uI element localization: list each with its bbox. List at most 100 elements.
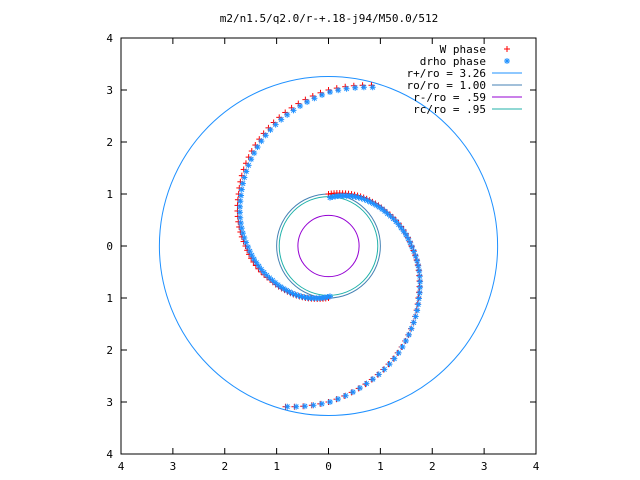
drho-phase-point (311, 95, 318, 102)
drho-phase-point (318, 400, 325, 407)
drho-phase-point (356, 384, 363, 391)
drho-phase-point (262, 132, 269, 139)
drho-phase-point (415, 295, 422, 302)
drho-phase-point (375, 371, 382, 378)
drho-phase-point (327, 398, 333, 405)
drho-phase-point (399, 343, 406, 350)
drho-phase-point (301, 403, 308, 410)
drho-phase-point (363, 380, 370, 387)
drho-phase-point (304, 98, 311, 105)
drho-phase-point (272, 121, 279, 128)
drho-phase-series (236, 84, 424, 410)
drho-phase-point (254, 144, 261, 151)
drho-phase-point (245, 162, 252, 169)
drho-phase-point (258, 138, 265, 145)
drho-phase-point (255, 263, 262, 270)
drho-phase-point (319, 91, 326, 98)
drho-phase-point (417, 284, 424, 291)
drho-phase-point (369, 376, 376, 383)
x-tick-label: 1 (377, 460, 384, 473)
legend-label: drho phase (420, 55, 486, 68)
drho-phase-point (360, 84, 367, 91)
x-tick-label: 3 (170, 460, 177, 473)
drho-phase-point (408, 325, 415, 332)
drho-phase-point (238, 192, 245, 199)
drho-phase-point (290, 107, 297, 114)
drho-phase-point (334, 396, 341, 403)
drho-phase-point (237, 214, 244, 221)
drho-phase-point (248, 156, 255, 163)
drho-phase-point (284, 403, 291, 410)
drho-phase-point (416, 267, 423, 274)
drho-phase-point (417, 278, 424, 285)
x-tick-label: 2 (221, 460, 228, 473)
drho-phase-point (410, 319, 417, 326)
drho-phase-point (237, 220, 244, 227)
drho-phase-point (342, 392, 349, 399)
legend-label: rc/ro = .95 (413, 103, 486, 116)
drho-phase-point (253, 259, 260, 266)
drho-phase-point (416, 289, 423, 296)
x-tick-label: 1 (273, 460, 280, 473)
drho-phase-point (416, 273, 423, 280)
drho-phase-point (241, 174, 248, 181)
drho-phase-point (386, 361, 393, 368)
drho-phase-point (369, 84, 376, 91)
drho-phase-point (408, 244, 415, 250)
x-tick-label: 3 (481, 460, 488, 473)
y-tick-label: 0 (106, 240, 113, 253)
drho-phase-point (414, 307, 421, 314)
drho-phase-point (239, 230, 246, 237)
legend-label: W phase (440, 43, 486, 56)
y-tick-label: 1 (106, 188, 113, 201)
drho-phase-point (415, 262, 422, 269)
drho-phase-point (402, 337, 409, 344)
reference-circle (158, 75, 499, 417)
drho-phase-point (407, 239, 414, 246)
drho-phase-point (236, 203, 243, 210)
legend-asterisk-marker (504, 58, 510, 64)
x-axis: 4 3 2 1 0 1 2 3 4 (118, 38, 540, 473)
drho-phase-point (415, 301, 422, 308)
drho-phase-point (239, 180, 246, 187)
y-tick-label: 4 (106, 32, 113, 45)
y-tick-label: 3 (106, 84, 113, 97)
drho-phase-point (278, 116, 285, 123)
drho-phase-point (391, 355, 398, 362)
drho-phase-point (251, 150, 258, 157)
y-tick-label: 4 (106, 448, 113, 461)
x-tick-label: 4 (533, 460, 540, 473)
legend-label: r+/ro = 3.26 (407, 67, 486, 80)
drho-phase-point (298, 293, 305, 300)
drho-phase-point (410, 248, 417, 255)
drho-phase-point (238, 186, 245, 193)
legend-plus-marker (504, 46, 510, 52)
drho-phase-point (297, 103, 304, 110)
drho-phase-point (381, 366, 388, 373)
drho-phase-point (293, 403, 300, 410)
drho-phase-point (284, 111, 291, 118)
drho-phase-point (412, 253, 419, 260)
x-tick-label: 2 (429, 460, 436, 473)
drho-phase-point (343, 85, 350, 92)
drho-phase-point (310, 402, 317, 409)
drho-phase-point (243, 168, 250, 175)
drho-phase-point (258, 266, 265, 273)
legend-label: ro/ro = 1.00 (407, 79, 486, 92)
drho-phase-point (400, 228, 407, 235)
drho-phase-point (395, 221, 402, 228)
y-tick-label: 2 (106, 344, 113, 357)
drho-phase-point (355, 194, 362, 201)
drho-phase-point (267, 126, 274, 133)
drho-phase-point (376, 204, 383, 211)
drho-phase-point (243, 239, 250, 246)
chart-title: m2/n1.5/q2.0/r-+.18-j94/M50.0/512 (220, 12, 439, 25)
drho-phase-point (241, 234, 248, 241)
drho-phase-point (237, 198, 244, 205)
y-axis: 4 3 2 1 0 1 2 3 4 (106, 32, 536, 461)
drho-phase-point (390, 215, 397, 222)
drho-phase-point (349, 389, 356, 396)
x-tick-label: 4 (118, 460, 125, 473)
